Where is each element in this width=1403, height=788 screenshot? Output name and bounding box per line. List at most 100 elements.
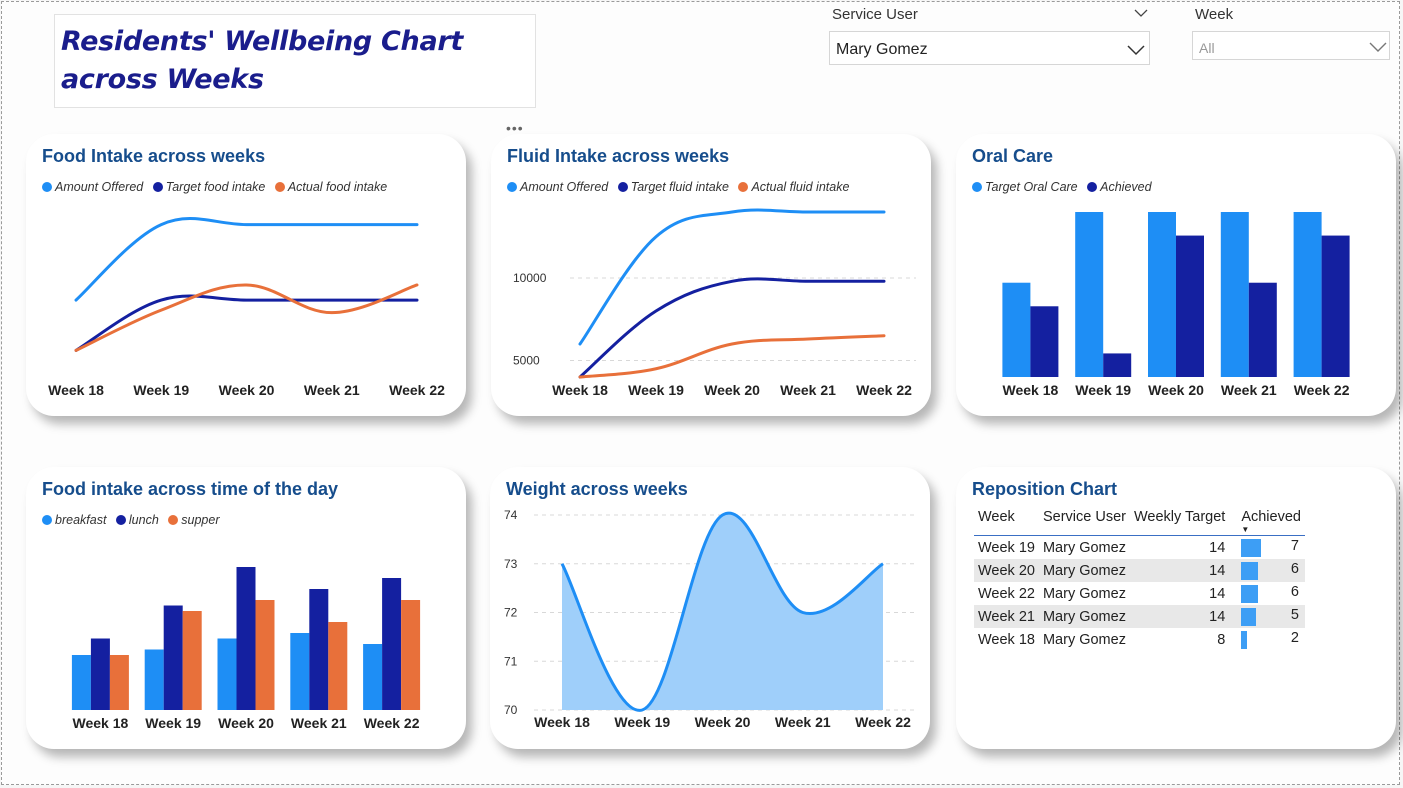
bar[interactable] (255, 600, 275, 710)
cell-weekly-target: 8 (1217, 631, 1226, 648)
y-tick-label: 71 (504, 654, 518, 668)
service-user-dropdown[interactable]: Mary Gomez (829, 31, 1150, 65)
table-row[interactable]: Week 18 Mary Gomez 8 2 (974, 628, 1305, 651)
fluid-intake-legend: Amount Offered Target fluid intake Actua… (507, 180, 855, 194)
y-tick-label: 73 (504, 557, 518, 571)
achieved-data-bar (1241, 539, 1262, 557)
cell-achieved: 6 (1237, 582, 1305, 605)
bar[interactable] (144, 649, 164, 711)
report-title-box: Residents' Wellbeing Chart across Weeks (54, 14, 536, 108)
column-header-week[interactable]: Week (978, 509, 1015, 525)
x-tick-label: Week 21 (775, 714, 831, 730)
table-row[interactable]: Week 22 Mary Gomez 14 6 (974, 582, 1305, 605)
series-line[interactable] (578, 277, 886, 379)
x-tick-label: Week 19 (133, 382, 189, 398)
bar[interactable] (1103, 353, 1132, 377)
bar[interactable] (182, 611, 202, 710)
oral-care-chart[interactable]: Week 18 Week 19 Week 20 Week 21 Week 22 (956, 134, 1396, 416)
bar[interactable] (71, 655, 91, 710)
x-tick-label: Week 20 (1148, 382, 1204, 398)
chevron-down-icon (1127, 45, 1145, 56)
table-header-row: Week Service User Weekly Target Achieved… (974, 507, 1305, 536)
series-line[interactable] (578, 334, 886, 379)
series-line[interactable] (578, 208, 886, 346)
bar[interactable] (217, 638, 237, 711)
reposition-card: Reposition Chart Week Service User Weekl… (956, 467, 1396, 749)
fluid-intake-chart[interactable]: 5000 10000 Week 18 Week 19 Week 20 Week 21 Wee… (491, 134, 931, 416)
legend-item[interactable]: breakfast (42, 513, 106, 527)
food-time-card: Food intake across time of the day break… (26, 467, 466, 749)
oral-care-legend: Target Oral Care Achieved (972, 180, 1158, 194)
x-tick-label: Week 18 (552, 382, 608, 398)
bar[interactable] (1248, 282, 1277, 377)
food-intake-card: Food Intake across weeks Amount Offered … (26, 134, 466, 416)
bar[interactable] (1075, 212, 1104, 377)
bar[interactable] (363, 644, 383, 710)
cell-service-user: Mary Gomez (1042, 539, 1126, 556)
bar[interactable] (290, 633, 310, 710)
food-time-chart[interactable]: Week 18 Week 19 Week 20 Week 21 Week 22 (26, 467, 466, 749)
column-header-achieved[interactable]: Achieved ▼ (1241, 509, 1301, 534)
cell-week: Week 19 (978, 539, 1035, 556)
chevron-down-icon[interactable] (1134, 8, 1148, 18)
legend-item[interactable]: supper (168, 513, 220, 527)
achieved-value: 5 (1290, 607, 1299, 623)
oral-care-title: Oral Care (972, 146, 1054, 166)
table-row[interactable]: Week 19 Mary Gomez 14 7 (974, 536, 1305, 560)
series-line[interactable] (74, 283, 419, 352)
legend-item[interactable]: Amount Offered (42, 180, 143, 194)
reposition-title: Reposition Chart (972, 479, 1118, 499)
legend-item[interactable]: Target food intake (152, 180, 265, 194)
table-row[interactable]: Week 20 Mary Gomez 14 6 (974, 559, 1305, 582)
table-row[interactable]: Week 21 Mary Gomez 14 5 (974, 605, 1305, 628)
bar[interactable] (1148, 212, 1176, 377)
x-tick-label: Week 20 (219, 382, 275, 398)
oral-care-card: Oral Care Target Oral Care Achieved Week… (956, 134, 1396, 416)
legend-item[interactable]: Target Oral Care (972, 180, 1078, 194)
bar[interactable] (1030, 306, 1059, 377)
x-tick-label: Week 21 (304, 382, 360, 398)
food-intake-title: Food Intake across weeks (42, 146, 266, 166)
bar[interactable] (236, 567, 256, 710)
bar[interactable] (163, 605, 183, 711)
bar[interactable] (1321, 235, 1350, 377)
cell-weekly-target: 14 (1129, 605, 1238, 628)
legend-item[interactable]: Actual food intake (274, 180, 387, 194)
bar[interactable] (1220, 212, 1249, 377)
food-intake-chart[interactable]: Week 18 Week 19 Week 20 Week 21 Week 22 (26, 134, 466, 416)
bar[interactable] (328, 622, 348, 710)
series-line[interactable] (74, 294, 419, 352)
legend-item[interactable]: Achieved (1087, 180, 1152, 194)
bar[interactable] (1002, 282, 1031, 377)
achieved-data-bar (1241, 562, 1259, 580)
bar[interactable] (90, 638, 110, 711)
x-tick-label: Week 22 (389, 382, 445, 398)
bar[interactable] (1293, 212, 1322, 377)
cell-service-user: Mary Gomez (1038, 605, 1130, 628)
bar[interactable] (401, 600, 421, 710)
bar[interactable] (382, 578, 402, 710)
bar[interactable] (309, 589, 329, 710)
week-slicer-label: Week (1195, 6, 1234, 23)
cell-achieved: 5 (1237, 605, 1305, 628)
cell-week: Week 22 (978, 585, 1035, 602)
legend-item[interactable]: lunch (115, 513, 159, 527)
weight-card: Weight across weeks 70 71 72 73 74 Week 18 Wee… (490, 467, 930, 749)
x-tick-label: Week 22 (364, 715, 420, 731)
x-tick-label: Week 20 (695, 714, 751, 730)
legend-item[interactable]: Amount Offered (507, 180, 608, 194)
legend-item[interactable]: Actual fluid intake (738, 180, 849, 194)
more-options-icon[interactable]: ••• (506, 120, 524, 136)
series-line[interactable] (74, 217, 419, 302)
x-tick-label: Week 21 (780, 382, 836, 398)
legend-item[interactable]: Target fluid intake (617, 180, 729, 194)
bar[interactable] (109, 655, 129, 710)
column-header-service-user[interactable]: Service User (1042, 509, 1126, 525)
week-dropdown[interactable]: All (1192, 31, 1390, 60)
cell-service-user: Mary Gomez (1042, 631, 1126, 648)
column-header-weekly-target[interactable]: Weekly Target (1133, 509, 1226, 525)
cell-weekly-target: 14 (1209, 585, 1226, 602)
bar[interactable] (1176, 235, 1204, 377)
weight-line[interactable] (560, 511, 884, 712)
